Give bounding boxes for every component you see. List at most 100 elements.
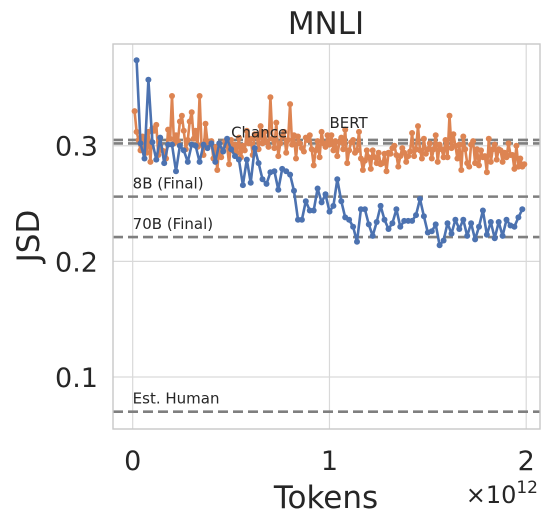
data-point	[141, 155, 148, 162]
data-point	[180, 127, 187, 134]
data-point	[417, 195, 423, 202]
data-point	[420, 135, 427, 142]
data-point	[485, 135, 492, 142]
data-point	[275, 153, 282, 160]
data-point	[263, 139, 270, 146]
data-point	[312, 147, 319, 154]
data-point	[454, 155, 461, 162]
data-point	[232, 141, 238, 148]
data-point	[285, 137, 292, 143]
data-point	[403, 158, 410, 165]
data-point	[176, 118, 183, 125]
data-point	[383, 168, 390, 175]
data-point	[472, 236, 479, 243]
data-point	[391, 142, 398, 149]
data-point	[334, 153, 341, 160]
data-point	[489, 146, 496, 153]
data-point	[415, 123, 421, 130]
data-point	[245, 140, 252, 147]
data-point	[509, 152, 516, 158]
data-point	[202, 120, 209, 127]
data-point	[407, 148, 414, 155]
data-point	[476, 162, 482, 169]
data-point	[417, 147, 423, 154]
data-point	[153, 156, 160, 163]
chart-title: MNLI	[288, 6, 364, 42]
data-point	[173, 168, 179, 175]
data-point	[505, 140, 512, 147]
data-point	[464, 232, 471, 239]
data-point	[342, 126, 349, 133]
data-point	[513, 142, 520, 149]
data-point	[350, 137, 357, 143]
data-point	[287, 101, 294, 108]
data-series	[131, 57, 528, 249]
data-point	[247, 179, 254, 186]
data-point	[241, 147, 248, 154]
data-point	[145, 76, 152, 83]
data-point	[200, 141, 207, 148]
y-tick-label: 0.1	[55, 363, 98, 394]
data-point	[186, 118, 193, 125]
data-point	[359, 167, 366, 173]
data-point	[243, 156, 250, 163]
data-point	[218, 154, 225, 161]
data-point	[501, 149, 508, 156]
data-point	[379, 160, 386, 167]
data-point	[456, 226, 463, 232]
data-point	[436, 141, 443, 148]
data-point	[283, 149, 290, 156]
data-point	[521, 161, 528, 168]
data-point	[188, 109, 195, 116]
data-point	[436, 242, 443, 249]
data-point	[361, 206, 368, 213]
data-point	[178, 112, 185, 119]
data-point	[430, 146, 437, 153]
data-point	[409, 130, 416, 136]
data-point	[239, 142, 246, 149]
reference-line-label: Chance	[231, 123, 287, 141]
data-point	[350, 223, 357, 230]
data-point	[413, 212, 419, 219]
data-point	[131, 108, 138, 115]
data-point	[232, 153, 238, 160]
data-point	[499, 232, 506, 239]
data-point	[481, 153, 488, 160]
data-point	[271, 145, 278, 152]
reference-line-label: BERT	[329, 114, 368, 132]
data-point	[322, 191, 329, 198]
data-point	[220, 148, 227, 155]
data-point	[462, 146, 469, 153]
y-axis-label: JSD	[11, 210, 47, 265]
data-point	[204, 145, 211, 152]
data-point	[180, 147, 187, 154]
reference-line-label: 8B (Final)	[133, 175, 204, 193]
data-point	[287, 171, 294, 178]
data-point	[296, 140, 303, 147]
data-point	[460, 133, 467, 140]
data-point	[157, 134, 164, 141]
data-point	[295, 133, 301, 140]
data-point	[346, 216, 353, 223]
data-point	[511, 223, 518, 230]
data-point	[192, 127, 199, 134]
data-point	[253, 131, 260, 138]
data-point	[393, 206, 400, 213]
data-point	[316, 154, 323, 161]
data-point	[487, 158, 494, 165]
x-tick-label: 1	[321, 446, 338, 477]
data-point	[442, 137, 449, 143]
data-point	[184, 158, 191, 165]
data-point	[267, 94, 274, 101]
data-point	[483, 231, 490, 238]
data-point	[273, 119, 280, 126]
data-point	[340, 146, 347, 153]
data-point	[318, 128, 325, 135]
data-point	[214, 167, 221, 173]
data-point	[259, 176, 266, 183]
data-point	[385, 226, 392, 232]
data-point	[444, 220, 451, 227]
data-point	[300, 148, 307, 155]
data-point	[137, 140, 144, 147]
data-point	[239, 182, 246, 189]
